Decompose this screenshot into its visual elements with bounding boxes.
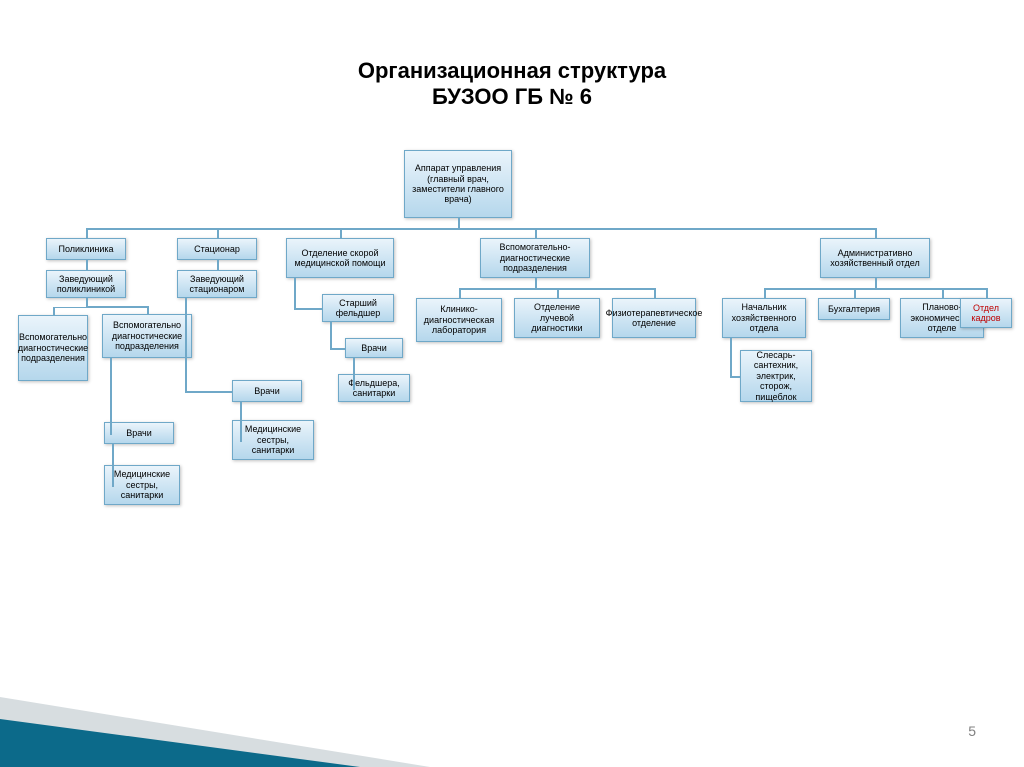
org-node-smp: Отделение скорой медицинской помощи — [286, 238, 394, 278]
org-edge — [86, 228, 88, 238]
org-edge — [340, 228, 342, 238]
org-edge — [875, 288, 986, 290]
org-edge — [459, 288, 535, 290]
org-edge — [986, 288, 988, 298]
org-edge — [185, 391, 232, 393]
org-node-vsp_lab: Клинико-диагностическая лаборатория — [416, 298, 502, 342]
org-node-stac_zav: Заведующий стационаром — [177, 270, 257, 298]
org-node-vsp_luch: Отделение лучевой диагностики — [514, 298, 600, 338]
org-edge — [86, 265, 88, 270]
org-edge — [340, 228, 458, 230]
org-edge — [217, 228, 219, 238]
org-node-poli_vrachi: Врачи — [104, 422, 174, 444]
org-node-smp_stf: Старший фельдшер — [322, 294, 394, 322]
org-node-smp_vrachi: Врачи — [345, 338, 403, 358]
org-node-stac: Стационар — [177, 238, 257, 260]
org-node-poli_med: Медицинские сестры, санитарки — [104, 465, 180, 505]
org-node-adm_slesar: Слесарь-сантехник, электрик, сторож, пищ… — [740, 350, 812, 402]
decoration-wedge-dark — [0, 719, 360, 767]
org-node-adm_buh: Бухгалтерия — [818, 298, 890, 320]
org-edge — [458, 228, 875, 230]
org-edge — [353, 388, 355, 390]
org-edge — [875, 278, 877, 288]
org-edge — [557, 288, 559, 298]
org-node-poli_zav: Заведующий поликлиникой — [46, 270, 126, 298]
org-node-poli_vsp: Вспомогательно диагностические подраздел… — [18, 315, 88, 381]
org-node-admin: Административно хозяйственный отдел — [820, 238, 930, 278]
org-edge — [240, 402, 242, 440]
org-edge — [185, 298, 187, 391]
org-edge — [86, 306, 147, 308]
org-node-adm_kadr: Отдел кадров — [960, 298, 1012, 328]
page-title-line1: Организационная структура — [0, 58, 1024, 84]
org-edge — [535, 288, 654, 290]
page-title-line2: БУЗОО ГБ № 6 — [0, 84, 1024, 110]
org-node-stac_med: Медицинские сестры, санитарки — [232, 420, 314, 460]
org-edge — [730, 376, 740, 378]
org-edge — [53, 307, 55, 316]
org-edge — [112, 444, 114, 485]
org-edge — [330, 322, 332, 348]
org-node-smp_fel: Фельдшера, санитарки — [338, 374, 410, 402]
org-edge — [330, 348, 345, 350]
org-edge — [764, 288, 766, 298]
org-edge — [942, 288, 944, 298]
org-edge — [459, 288, 461, 298]
org-edge — [147, 306, 149, 314]
org-edge — [110, 358, 112, 433]
org-edge — [854, 288, 875, 290]
org-edge — [112, 485, 114, 487]
org-node-poli: Поликлиника — [46, 238, 126, 260]
org-edge — [730, 338, 732, 376]
org-node-root: Аппарат управления (главный врач, замест… — [404, 150, 512, 218]
org-node-stac_vrachi: Врачи — [232, 380, 302, 402]
org-edge — [875, 228, 877, 238]
org-node-poli_vsp2: Вспомогательно диагностические подраздел… — [102, 314, 192, 358]
org-edge — [654, 288, 656, 298]
org-edge — [53, 307, 86, 309]
org-node-vsp: Вспомогательно-диагностические подраздел… — [480, 238, 590, 278]
org-edge — [854, 288, 856, 298]
org-edge — [86, 298, 88, 306]
org-edge — [294, 278, 296, 308]
org-edge — [535, 278, 537, 288]
org-edge — [294, 308, 322, 310]
org-node-adm_nach: Начальник хозяйственного отдела — [722, 298, 806, 338]
org-edge — [353, 358, 355, 388]
org-edge — [458, 218, 460, 228]
org-node-vsp_fiz: Физиотерапевтическое отделение — [612, 298, 696, 338]
org-edge — [217, 265, 219, 270]
page-number: 5 — [968, 723, 976, 739]
org-edge — [535, 228, 537, 238]
org-edge — [110, 433, 112, 435]
org-edge — [240, 440, 242, 442]
